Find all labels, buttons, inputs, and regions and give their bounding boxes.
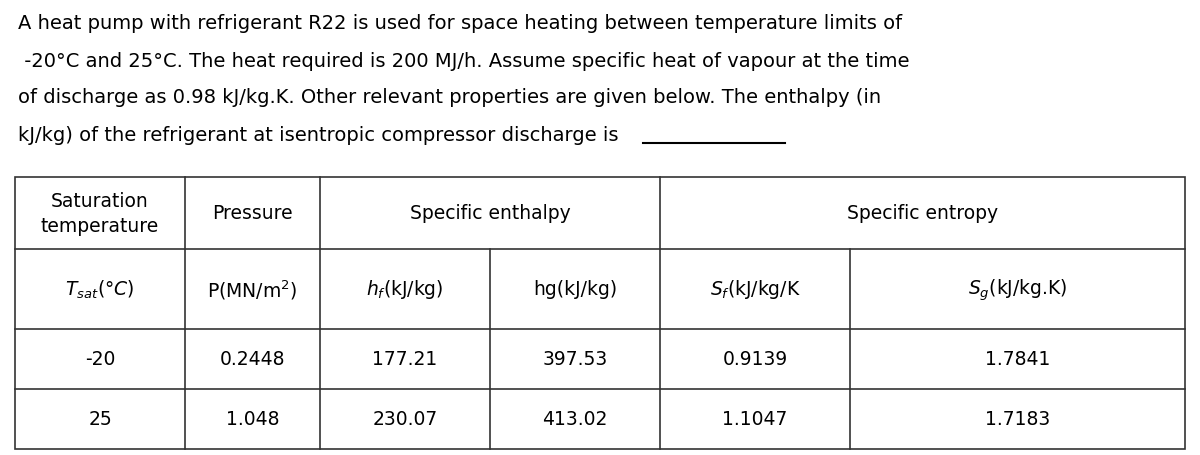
Text: 1.1047: 1.1047 — [722, 410, 787, 429]
Text: $S_f$(kJ/kg/K: $S_f$(kJ/kg/K — [709, 278, 800, 301]
Text: P(MN/m$^2$): P(MN/m$^2$) — [208, 278, 298, 301]
Text: 1.7841: 1.7841 — [985, 350, 1050, 369]
Text: of discharge as 0.98 kJ/kg.K. Other relevant properties are given below. The ent: of discharge as 0.98 kJ/kg.K. Other rele… — [18, 88, 881, 107]
Text: 1.7183: 1.7183 — [985, 410, 1050, 429]
Text: $h_f$(kJ/kg): $h_f$(kJ/kg) — [366, 278, 444, 301]
Text: 1.048: 1.048 — [226, 410, 280, 429]
Text: Specific entropy: Specific entropy — [847, 204, 998, 223]
Text: hg(kJ/kg): hg(kJ/kg) — [533, 280, 617, 299]
Text: 177.21: 177.21 — [372, 350, 438, 369]
Text: A heat pump with refrigerant R22 is used for space heating between temperature l: A heat pump with refrigerant R22 is used… — [18, 14, 902, 33]
Text: $S_g$(kJ/kg.K): $S_g$(kJ/kg.K) — [967, 277, 1067, 302]
Text: Specific enthalpy: Specific enthalpy — [409, 204, 570, 223]
Text: $T_{sat}$$\left(°C\right)$: $T_{sat}$$\left(°C\right)$ — [65, 278, 134, 300]
Text: 230.07: 230.07 — [372, 410, 438, 429]
Text: Pressure: Pressure — [212, 204, 293, 223]
Text: 0.2448: 0.2448 — [220, 350, 286, 369]
Text: 397.53: 397.53 — [542, 350, 607, 369]
Text: 413.02: 413.02 — [542, 410, 607, 429]
Text: kJ/kg) of the refrigerant at isentropic compressor discharge is: kJ/kg) of the refrigerant at isentropic … — [18, 126, 625, 145]
Text: 0.9139: 0.9139 — [722, 350, 787, 369]
Bar — [14, 177, 1186, 449]
Text: Saturation
temperature: Saturation temperature — [41, 192, 160, 236]
Text: 25: 25 — [88, 410, 112, 429]
Text: -20°C and 25°C. The heat required is 200 MJ/h. Assume specific heat of vapour at: -20°C and 25°C. The heat required is 200… — [18, 52, 910, 71]
Text: -20: -20 — [85, 350, 115, 369]
